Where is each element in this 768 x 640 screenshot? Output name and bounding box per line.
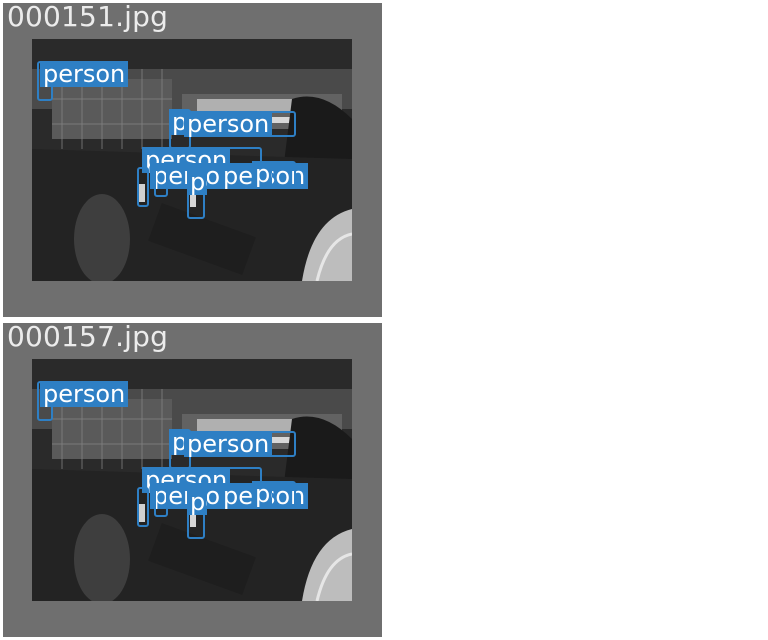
- image-filename: 000157.jpg: [7, 323, 169, 353]
- detection-label: person: [169, 429, 187, 455]
- thermal-image: person person person person person perso…: [32, 39, 352, 281]
- detection-label: person: [252, 161, 272, 187]
- detection-label: person: [184, 111, 273, 137]
- detection-label: person: [40, 381, 129, 407]
- detection-label: person: [184, 431, 273, 457]
- image-filename: 000151.jpg: [7, 3, 169, 33]
- detection-label: person: [252, 481, 272, 507]
- detection-box: [137, 167, 149, 207]
- detection-box: [137, 487, 149, 527]
- detection-label: person: [169, 109, 187, 135]
- detection-label: person: [187, 489, 207, 515]
- detection-label: person: [40, 61, 129, 87]
- result-panel: 000151.jpg person per: [3, 3, 382, 317]
- thermal-image: person person person person person perso…: [32, 359, 352, 601]
- result-panel: 000157.jpg person per: [3, 323, 382, 637]
- detection-box: [154, 487, 168, 517]
- detection-box: [154, 167, 168, 197]
- detection-label: person: [187, 169, 207, 195]
